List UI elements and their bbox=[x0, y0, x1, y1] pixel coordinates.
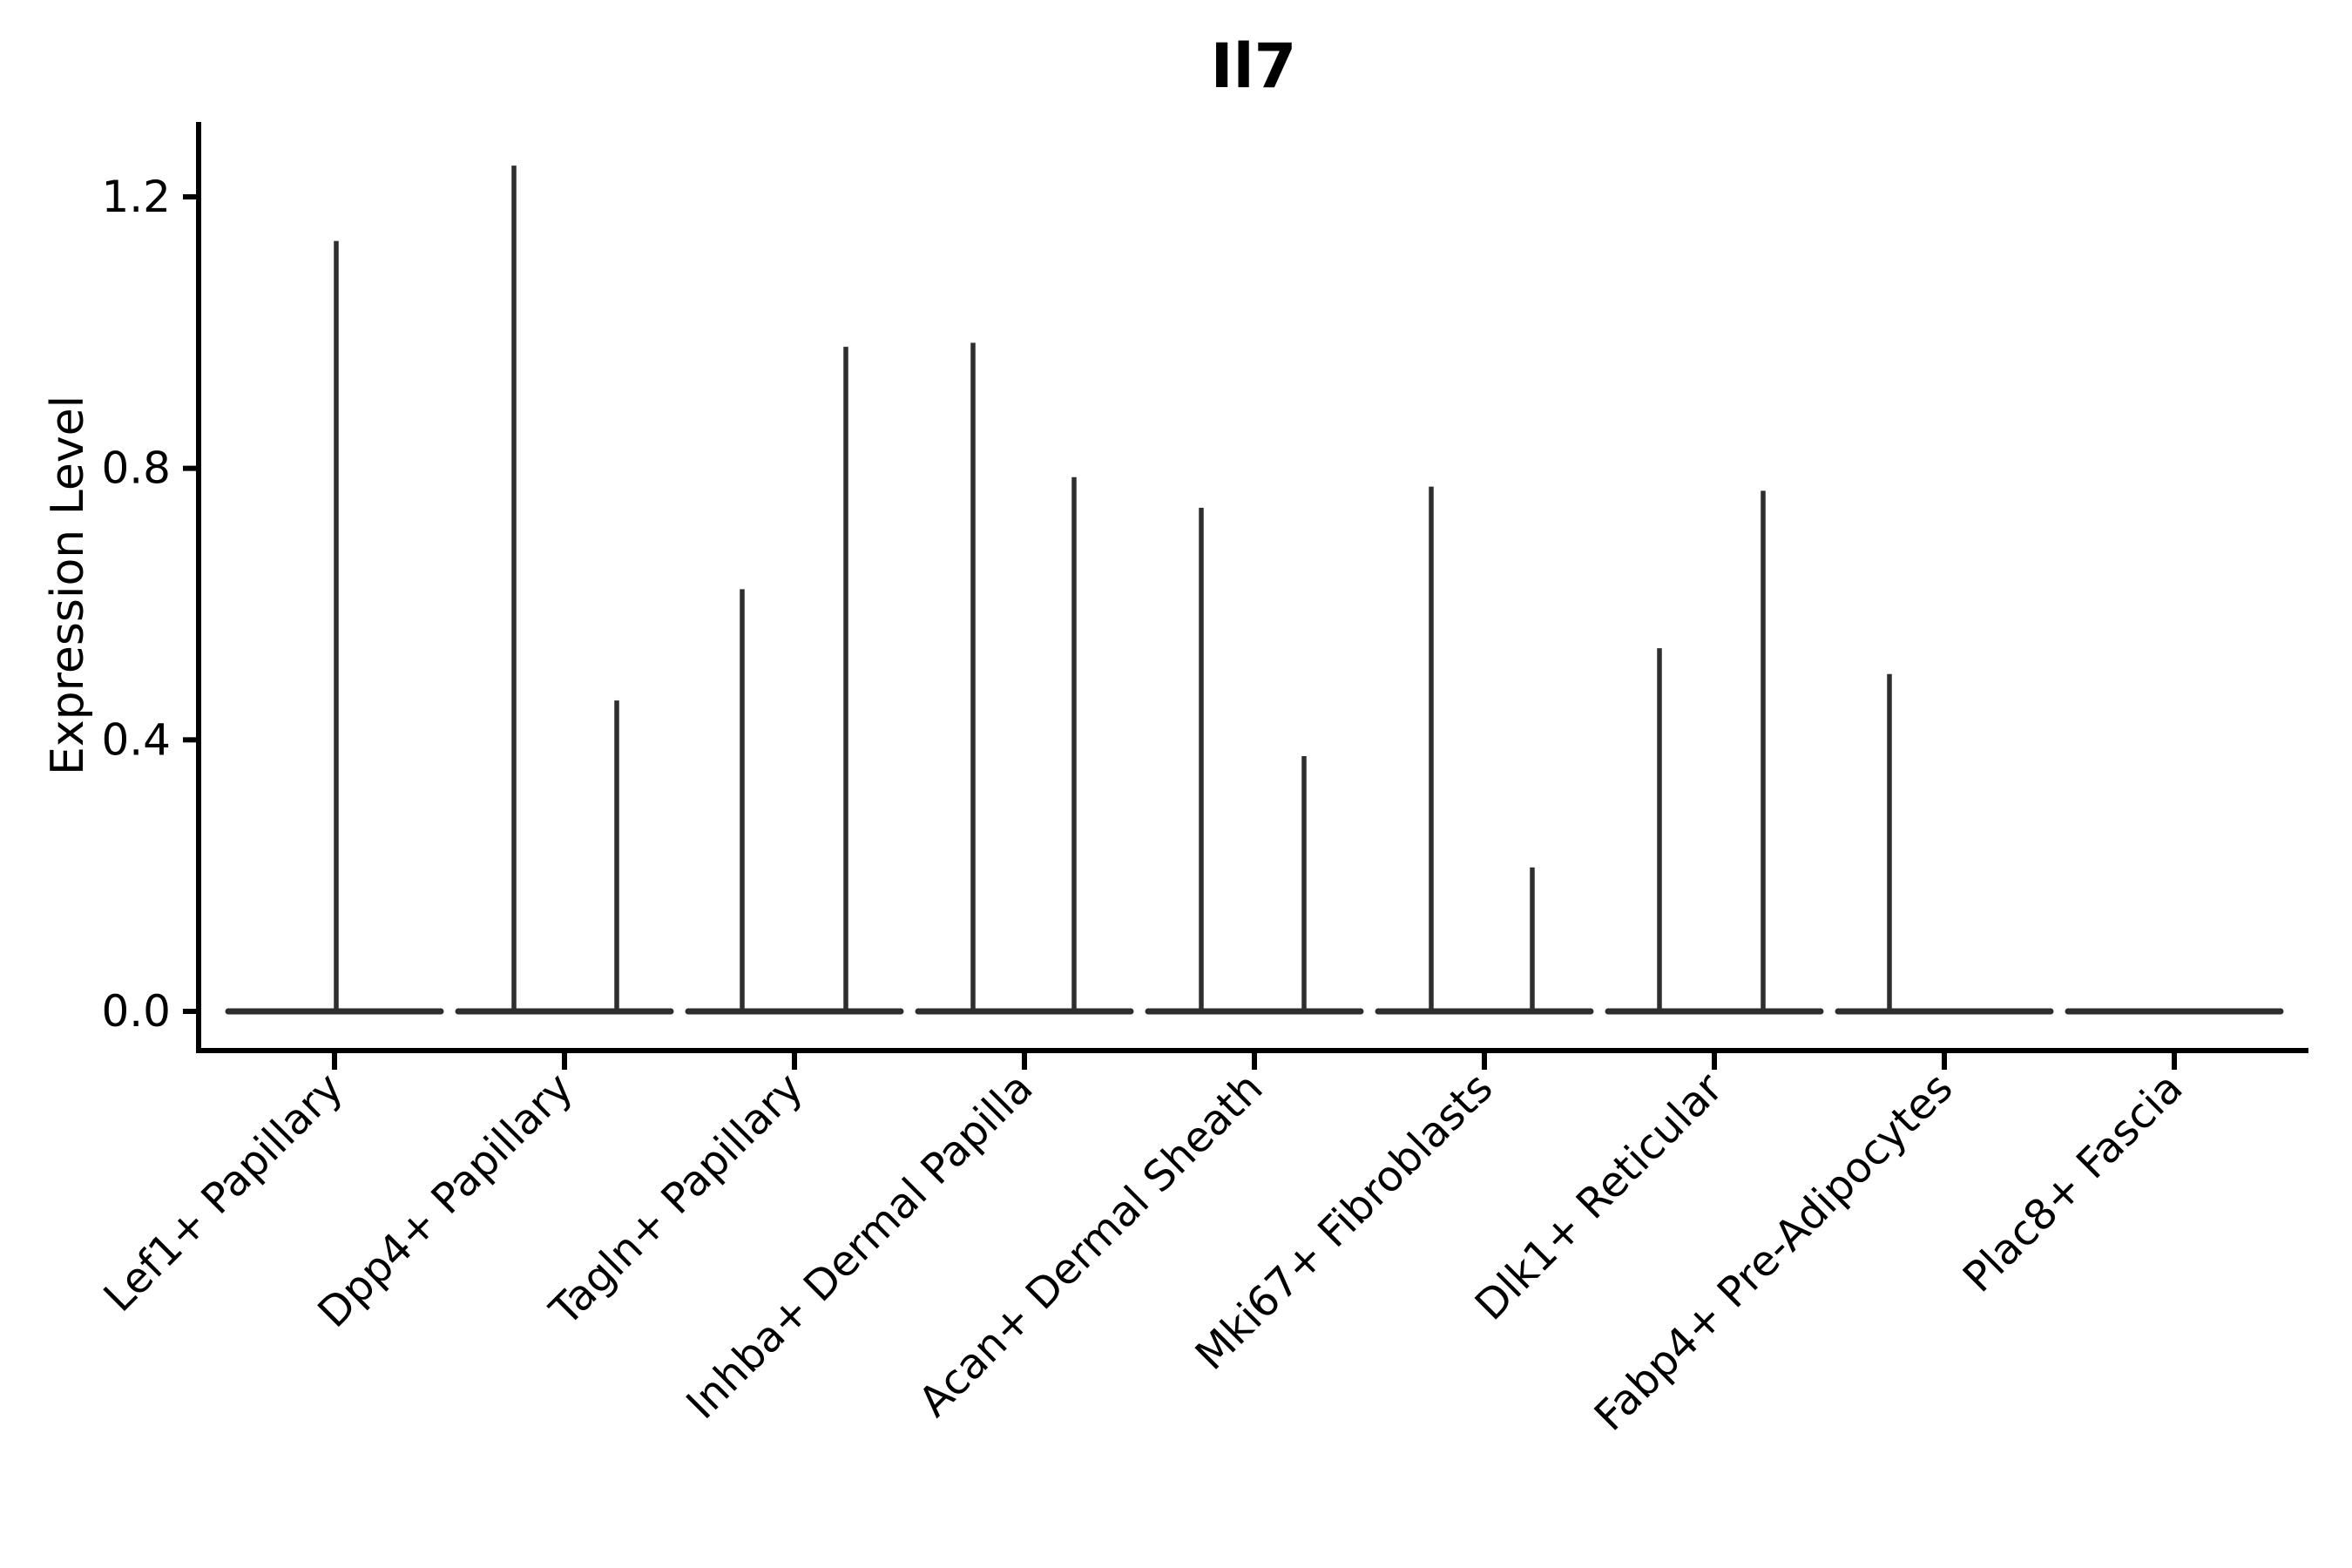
y-axis-label: Expression Level bbox=[42, 395, 94, 775]
y-tick-label: 0.4 bbox=[101, 714, 171, 765]
x-tick-label: Tagln+ Papillary bbox=[540, 1064, 812, 1335]
y-tick-label: 0.8 bbox=[101, 443, 171, 494]
x-tick-label: Dlk1+ Reticular bbox=[1466, 1064, 1733, 1330]
x-tick-label: Dpp4+ Papillary bbox=[308, 1064, 582, 1337]
x-tick-label: Lef1+ Papillary bbox=[95, 1064, 353, 1321]
y-tick-label: 0.0 bbox=[101, 986, 171, 1037]
x-tick-label: Plac8+ Fascia bbox=[1954, 1064, 2193, 1302]
y-tick-label: 1.2 bbox=[101, 172, 171, 222]
chart-title: Il7 bbox=[1211, 30, 1297, 102]
